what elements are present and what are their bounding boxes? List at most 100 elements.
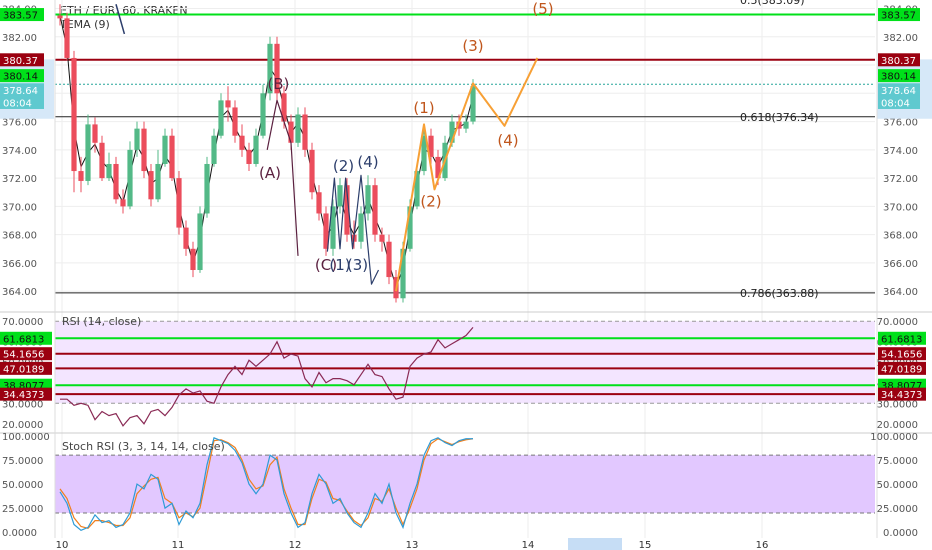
candle bbox=[267, 36, 273, 101]
candle-body bbox=[78, 171, 84, 181]
candle-body bbox=[435, 156, 441, 179]
candle bbox=[183, 220, 189, 256]
candle-body bbox=[64, 18, 70, 58]
candle-body bbox=[309, 149, 315, 193]
price-tick-label: 366.00 bbox=[883, 259, 918, 270]
wave-path-orange bbox=[395, 57, 539, 292]
candle bbox=[463, 114, 469, 133]
candle bbox=[92, 117, 98, 153]
candle-body bbox=[204, 163, 210, 214]
candle bbox=[148, 163, 154, 207]
candle bbox=[274, 36, 280, 101]
rsi-tick-label: 70.0000 bbox=[877, 317, 918, 328]
candle-body bbox=[239, 135, 245, 150]
time-axis-highlight bbox=[568, 538, 622, 550]
left-price-tick-label: 376.00 bbox=[2, 118, 37, 129]
candle bbox=[421, 128, 427, 176]
wave-line-top bbox=[115, 4, 126, 35]
price-tag-box bbox=[0, 387, 52, 401]
candle-body bbox=[246, 149, 252, 164]
price-tag-box bbox=[0, 8, 44, 22]
candle bbox=[218, 93, 224, 139]
candle bbox=[85, 114, 91, 186]
candle bbox=[134, 121, 140, 157]
price-tag-box bbox=[0, 347, 52, 361]
candle bbox=[309, 142, 315, 200]
candle-body bbox=[337, 185, 343, 207]
candle-body bbox=[330, 206, 336, 249]
price-tag-box bbox=[878, 347, 926, 361]
candle bbox=[337, 178, 343, 214]
right-price-tag: 380.37 bbox=[878, 53, 920, 67]
candle-body bbox=[379, 234, 385, 242]
candle-body bbox=[155, 163, 161, 200]
candle bbox=[386, 234, 392, 285]
wave-label: (A) bbox=[259, 164, 281, 182]
price-tag-text: 383.57 bbox=[881, 11, 916, 22]
fib-level-label: 0.786(363.88) bbox=[740, 287, 819, 300]
stoch-line-k bbox=[59, 436, 473, 531]
tema-indicator-label: TEMA (9) bbox=[60, 18, 110, 31]
candle-body bbox=[288, 121, 294, 143]
price-tag-text: 380.37 bbox=[3, 56, 38, 67]
price-tag-box bbox=[0, 69, 44, 83]
price-tag-text: 380.14 bbox=[881, 72, 916, 83]
price-tag-text: 08:04 bbox=[3, 98, 32, 109]
candle bbox=[295, 107, 301, 148]
left-price-tick-label: 364.00 bbox=[2, 287, 37, 298]
price-tag-box bbox=[0, 361, 52, 375]
wave-label: (4) bbox=[497, 132, 518, 150]
time-axis bbox=[0, 538, 932, 550]
price-tag-box bbox=[878, 95, 920, 109]
fib-level-label: 0.618(376.34) bbox=[740, 111, 819, 124]
fib-level-label-top: 0.5(383.09) bbox=[740, 0, 805, 7]
price-tag-box bbox=[878, 8, 920, 22]
price-tag-text: 47.0189 bbox=[3, 364, 44, 375]
stoch-tick-label: 50.0000 bbox=[877, 480, 918, 491]
right-price-tag: 383.57 bbox=[878, 8, 920, 22]
left-stoch-tick-label: 100.0000 bbox=[2, 432, 50, 443]
candle bbox=[169, 128, 175, 181]
candle-body bbox=[176, 178, 182, 228]
price-tag-box bbox=[878, 331, 926, 345]
left-price-tag: 378.64 bbox=[0, 83, 44, 97]
candle-body bbox=[92, 124, 98, 143]
candle bbox=[162, 128, 168, 167]
price-tag-box bbox=[878, 83, 920, 97]
price-tag-box bbox=[0, 331, 52, 345]
candle bbox=[316, 185, 322, 221]
right-rsi-tag: 47.0189 bbox=[878, 361, 926, 375]
candle bbox=[106, 152, 112, 181]
wave-label: (3) bbox=[347, 256, 368, 274]
price-tag-box bbox=[0, 53, 44, 67]
candle-body bbox=[218, 100, 224, 136]
price-tag-text: 38.8077 bbox=[881, 381, 922, 392]
left-price-tag: 383.57 bbox=[0, 8, 44, 22]
price-tick-label: 370.00 bbox=[883, 202, 918, 213]
candle-body bbox=[470, 86, 476, 122]
price-tag-text: 08:04 bbox=[881, 98, 910, 109]
candle bbox=[78, 156, 84, 193]
left-stoch-tick-label: 25.0000 bbox=[2, 504, 43, 515]
stoch-band bbox=[55, 455, 875, 513]
candle-body bbox=[260, 93, 266, 136]
candle bbox=[239, 124, 245, 157]
candle-body bbox=[211, 135, 217, 164]
price-tag-text: 380.37 bbox=[881, 56, 916, 67]
left-rsi-tag: 61.6813 bbox=[0, 331, 52, 345]
rsi-band bbox=[55, 321, 875, 404]
left-rsi-tag: 34.4373 bbox=[0, 387, 52, 401]
price-tag-text: 61.6813 bbox=[3, 334, 44, 345]
left-stoch-tick-label: 50.0000 bbox=[2, 480, 43, 491]
candle-body bbox=[456, 121, 462, 129]
rsi-tick-label: 20.0000 bbox=[877, 420, 918, 431]
price-tag-text: 61.6813 bbox=[881, 334, 922, 345]
stoch-tick-label: 100.0000 bbox=[870, 432, 918, 443]
candle-body bbox=[386, 241, 392, 278]
time-tick-label: 13 bbox=[406, 540, 419, 550]
candle-body bbox=[71, 57, 77, 172]
candle bbox=[330, 199, 336, 256]
candle bbox=[302, 107, 308, 157]
stoch-tick-label: 25.0000 bbox=[877, 504, 918, 515]
